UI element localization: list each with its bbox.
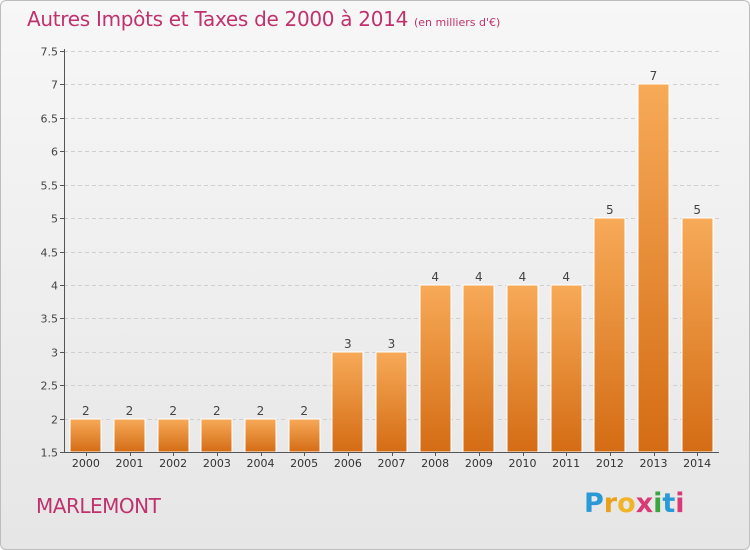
logo-letter: r	[603, 488, 618, 519]
y-tick-label: 5	[51, 213, 58, 226]
bar-value-label: 4	[431, 270, 439, 284]
bar-value-label: 5	[693, 203, 701, 217]
y-tick-label: 3.5	[41, 313, 59, 326]
bar-2004	[244, 418, 277, 453]
chart-title-main: Autres Impôts et Taxes de 2000 à 2014	[27, 7, 408, 31]
bar-2011	[550, 284, 583, 453]
y-tick-label: 5.5	[41, 180, 59, 193]
y-tick-label: 7	[51, 79, 58, 92]
bar-value-label: 7	[650, 69, 658, 83]
bar-2008	[419, 284, 452, 453]
x-tick-label: 2010	[509, 457, 537, 470]
y-tick-label: 1.5	[41, 447, 59, 460]
chart-title-unit: (en milliers d'€)	[414, 16, 501, 29]
bar-value-label: 3	[344, 337, 352, 351]
y-tick-label: 6.5	[41, 113, 59, 126]
logo-letter: i	[653, 488, 663, 519]
y-tick-label: 6	[51, 146, 58, 159]
proxiti-logo: Proxiti	[584, 488, 685, 519]
x-tick-label: 2014	[683, 457, 711, 470]
bar-2007	[375, 351, 408, 453]
bar-2013	[637, 83, 670, 453]
bar-2010	[506, 284, 539, 453]
bar-value-label: 4	[562, 270, 570, 284]
logo-letter: x	[635, 488, 654, 519]
bar-value-label: 4	[475, 270, 483, 284]
bar-value-label: 2	[126, 404, 134, 418]
bar-2012	[593, 217, 626, 453]
y-tick-label: 2	[51, 414, 58, 427]
bar-2005	[288, 418, 321, 453]
x-tick-label: 2011	[552, 457, 580, 470]
x-tick-label: 2001	[116, 457, 144, 470]
x-tick-label: 2012	[596, 457, 624, 470]
x-tick-label: 2003	[203, 457, 231, 470]
bar-value-label: 2	[213, 404, 221, 418]
bar-value-label: 2	[169, 404, 177, 418]
y-tick-label: 7.5	[41, 46, 59, 59]
bar-value-label: 2	[300, 404, 308, 418]
logo-letter: P	[584, 488, 604, 519]
bar-2003	[200, 418, 233, 453]
bar-2000	[69, 418, 102, 453]
y-tick-label: 4.5	[41, 247, 59, 260]
logo-letter: t	[662, 488, 676, 519]
bar-value-label: 4	[519, 270, 527, 284]
x-tick-label: 2009	[465, 457, 493, 470]
y-tick-label: 2.5	[41, 380, 59, 393]
bar-2001	[113, 418, 146, 453]
chart-title: Autres Impôts et Taxes de 2000 à 2014 (en…	[27, 7, 500, 31]
x-tick-label: 2004	[247, 457, 275, 470]
commune-name: MARLEMONT	[36, 494, 161, 518]
x-tick-label: 2007	[378, 457, 406, 470]
bar-2002	[157, 418, 190, 453]
bar-2009	[462, 284, 495, 453]
axes	[60, 49, 719, 456]
x-tick-label: 2008	[421, 457, 449, 470]
bars	[69, 83, 714, 453]
y-tick-label: 3	[51, 347, 58, 360]
bar-2014	[681, 217, 714, 453]
x-tick-label: 2000	[72, 457, 100, 470]
labels: 1.5 2 2.5 3 3.5 4 4.5 5 5.5 6 6.5 7 7.5 2 2000 2 2001 2 20…	[41, 46, 712, 471]
y-tick-label: 4	[51, 280, 58, 293]
bar-value-label: 2	[257, 404, 265, 418]
x-tick-label: 2002	[159, 457, 187, 470]
x-tick-label: 2005	[290, 457, 318, 470]
x-tick-label: 2006	[334, 457, 362, 470]
bar-value-label: 3	[388, 337, 396, 351]
x-tick-label: 2013	[640, 457, 668, 470]
logo-letter: i	[675, 488, 685, 519]
bar-value-label: 2	[82, 404, 90, 418]
logo-letter: o	[617, 488, 636, 519]
bar-value-label: 5	[606, 203, 614, 217]
bar-2006	[331, 351, 364, 453]
